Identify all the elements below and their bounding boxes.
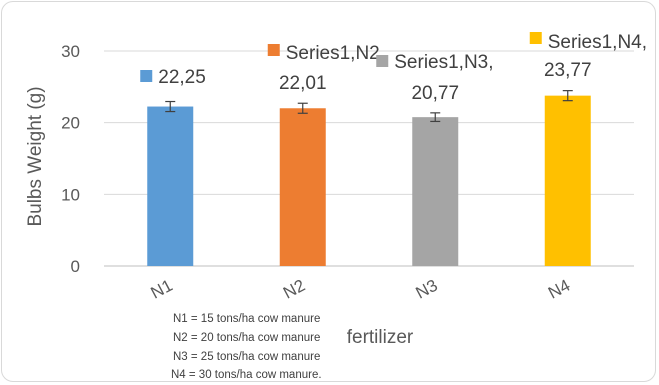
footnote: N4 = 30 tons/ha cow manure. bbox=[171, 369, 322, 381]
footnote: N2 = 20 tons/ha cow manure bbox=[173, 332, 320, 344]
data-label-key bbox=[267, 44, 280, 56]
bar-n1 bbox=[147, 106, 194, 267]
y-tick-label: 30 bbox=[61, 42, 80, 61]
data-label: 22,25 bbox=[158, 67, 206, 88]
bar-n4 bbox=[544, 95, 591, 266]
data-label: Series1,N3, bbox=[394, 52, 493, 73]
data-label-key bbox=[376, 55, 389, 67]
y-tick-label: 10 bbox=[61, 185, 80, 204]
x-tick-label: N2 bbox=[280, 276, 308, 303]
data-label-key bbox=[140, 70, 153, 82]
y-axis-title: Bulbs Weight (g) bbox=[25, 86, 46, 226]
bar-n2 bbox=[279, 108, 326, 267]
bar-n3 bbox=[412, 117, 459, 266]
x-tick-label: N1 bbox=[148, 276, 176, 303]
footnote: N1 = 15 tons/ha cow manure bbox=[173, 313, 320, 325]
x-tick-label: N3 bbox=[413, 276, 441, 303]
data-label: 20,77 bbox=[411, 83, 459, 104]
x-axis-title: fertilizer bbox=[347, 327, 414, 348]
data-label: 23,77 bbox=[544, 60, 592, 81]
data-label-key bbox=[529, 32, 542, 44]
footnote: N3 = 25 tons/ha cow manure bbox=[173, 351, 320, 363]
x-tick-label: N4 bbox=[545, 276, 573, 303]
data-label: Series1,N2, bbox=[286, 43, 385, 64]
data-label: Series1,N4, bbox=[548, 32, 647, 53]
y-tick-label: 0 bbox=[71, 257, 80, 276]
data-label: 22,01 bbox=[279, 73, 327, 94]
y-tick-label: 20 bbox=[61, 114, 80, 133]
